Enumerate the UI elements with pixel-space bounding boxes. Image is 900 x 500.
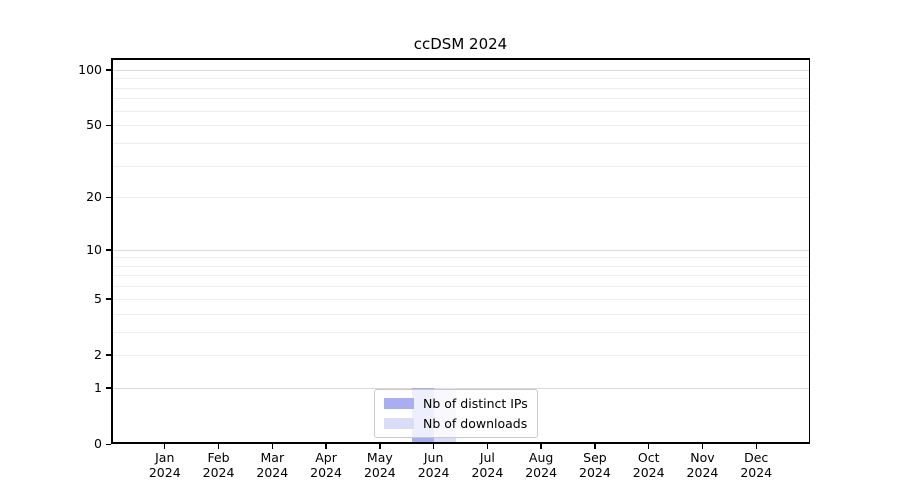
y-tick-mark [106,387,111,389]
minor-gridline [111,98,810,100]
x-tick-label-month: Jun [423,450,444,465]
y-tick-label: 10 [86,241,102,257]
x-tick-mark [164,444,166,449]
minor-gridline [111,87,810,89]
plot-area: Nb of distinct IPs Nb of downloads [111,58,810,444]
x-tick-mark [486,444,489,449]
x-tick-label-month: Aug [528,450,554,465]
minor-gridline [111,313,810,315]
x-tick-mark [379,444,381,449]
x-tick-label-year: 2024 [632,465,665,480]
x-tick-label-month: Dec [744,450,769,465]
y-tick-mark [106,196,111,199]
x-tick-label-month: Feb [207,450,230,465]
minor-gridline [111,354,810,356]
major-gridline [111,387,810,389]
right-spine [808,58,810,444]
x-tick-label-month: Mar [260,450,285,465]
top-spine [111,58,810,60]
x-tick-label-year: 2024 [202,465,235,480]
minor-gridline [111,165,810,167]
minor-gridline [111,110,810,112]
minor-gridline [111,125,810,127]
x-tick-mark [755,444,757,449]
y-tick-label: 1 [94,379,102,395]
minor-gridline [111,257,810,259]
y-tick-mark [106,69,111,71]
minor-gridline [111,275,810,277]
minor-gridline [111,265,810,267]
x-tick-label-month: Jan [155,450,175,465]
x-tick-label-year: 2024 [471,465,504,480]
y-tick-label: 50 [86,117,102,133]
x-tick-mark [432,444,435,449]
legend-item: Nb of downloads [384,415,528,432]
y-tick-mark [106,298,111,300]
x-tick-mark [325,444,327,449]
x-tick-mark [701,444,704,449]
x-tick-label-month: Oct [637,450,660,465]
legend-swatch [384,398,414,409]
chart-title: ccDSM 2024 [413,35,508,53]
x-tick-mark [647,444,650,449]
minor-gridline [111,142,810,144]
minor-gridline [111,197,810,199]
x-tick-label-year: 2024 [256,465,289,480]
y-tick-label: 0 [94,436,102,451]
legend-label: Nb of distinct IPs [423,396,528,411]
y-tick-mark [106,249,111,251]
y-tick-label: 2 [94,346,102,362]
minor-gridline [111,78,810,80]
legend-swatch [384,418,414,429]
minor-gridline [111,286,810,288]
x-tick-label-month: May [366,450,393,465]
y-tick-mark [106,124,111,127]
major-gridline [111,249,810,251]
x-tick-label-year: 2024 [363,465,396,480]
x-tick-label-year: 2024 [148,465,181,480]
y-tick-mark [106,443,111,445]
x-tick-label-month: Sep [583,450,607,465]
x-tick-label-month: Nov [690,450,715,465]
minor-gridline [111,331,810,333]
x-tick-mark [540,444,542,449]
legend-item: Nb of distinct IPs [384,395,528,412]
x-axis-line [111,442,810,444]
x-tick-mark [271,444,273,449]
x-tick-label-year: 2024 [310,465,342,480]
x-tick-label-year: 2024 [740,465,773,480]
legend-label: Nb of downloads [423,416,528,431]
y-tick-label: 20 [86,189,102,205]
x-tick-label-year: 2024 [525,465,558,480]
minor-gridline [111,298,810,300]
x-tick-mark [594,444,596,449]
y-tick-label: 5 [94,290,102,306]
legend: Nb of distinct IPs Nb of downloads [374,389,538,438]
x-tick-label-month: Jul [479,450,495,465]
y-tick-label: 100 [78,61,102,77]
y-tick-mark [106,354,111,356]
x-tick-label-year: 2024 [417,465,450,480]
y-axis-line [111,58,113,444]
x-tick-label-month: Apr [315,450,337,465]
x-tick-mark [217,444,220,449]
major-gridline [111,69,810,71]
x-tick-label-year: 2024 [579,465,611,480]
x-tick-label-year: 2024 [686,465,719,480]
